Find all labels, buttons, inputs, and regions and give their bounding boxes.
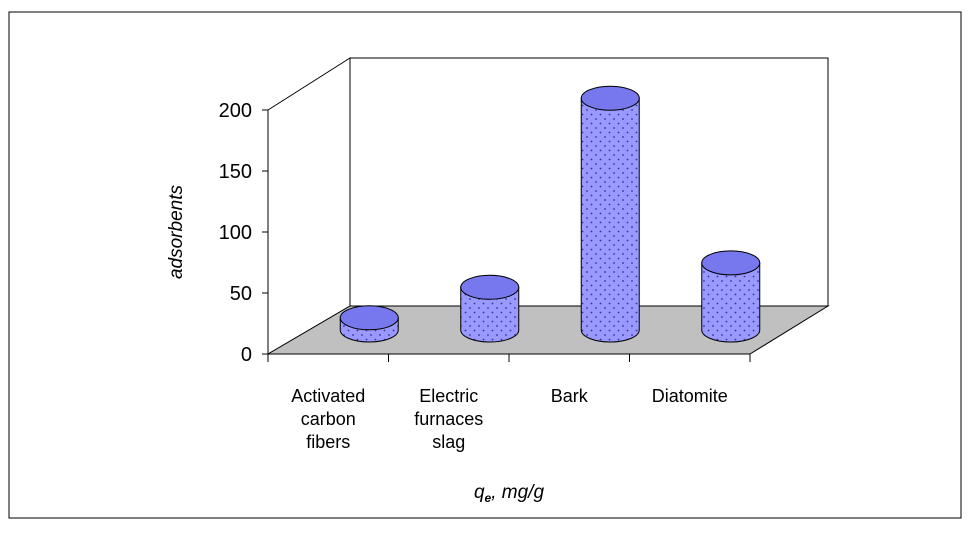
category-label-line: Bark — [551, 386, 589, 406]
category-label: Activated carbon fibers — [291, 386, 365, 452]
category-label-line: Activated — [291, 386, 365, 406]
category-labels: Activated carbon fibers Electric furnaces sla… — [291, 386, 728, 452]
category-label-line: Electric — [419, 386, 478, 406]
category-label-line: fibers — [306, 432, 350, 452]
x-axis-ticks — [267, 354, 751, 362]
bar-top — [701, 250, 761, 276]
category-label-line: slag — [432, 432, 465, 452]
bar-body — [701, 262, 761, 343]
bar-top — [460, 274, 520, 300]
bar-3 — [701, 250, 761, 343]
x-axis-label-units: , mg/g — [491, 482, 544, 503]
category-label: Bark — [551, 386, 589, 406]
bar-1 — [460, 274, 520, 343]
side-wall — [267, 57, 351, 355]
bar-2 — [580, 85, 640, 343]
x-axis-label-main: q — [474, 482, 485, 503]
y-tick-label: 200 — [219, 100, 252, 122]
x-axis-label-subscript: e — [485, 491, 492, 505]
bar-top — [580, 85, 640, 111]
category-label: Diatomite — [652, 386, 728, 406]
y-tick-label: 0 — [241, 344, 252, 366]
y-axis-label: adsorbents — [166, 185, 187, 280]
bar-body — [460, 286, 520, 343]
category-label-line: carbon — [301, 409, 356, 429]
bar-0 — [339, 305, 399, 343]
bar-body — [580, 97, 640, 343]
y-axis-ticks: 0 50 100 150 200 — [219, 100, 268, 366]
bar-top — [339, 305, 399, 331]
category-label-line: Diatomite — [652, 386, 728, 406]
y-tick-label: 100 — [219, 222, 252, 244]
category-label: Electric furnaces slag — [414, 386, 483, 452]
y-tick-label: 150 — [219, 161, 252, 183]
x-axis-label: qe, mg/g — [474, 482, 544, 505]
bars — [339, 85, 761, 343]
category-label-line: furnaces — [414, 409, 483, 429]
y-tick-label: 50 — [230, 283, 252, 305]
